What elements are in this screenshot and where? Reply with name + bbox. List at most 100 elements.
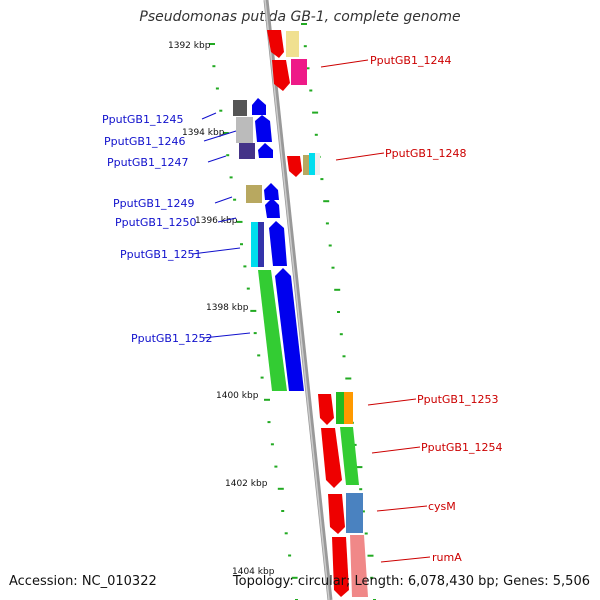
- tick-dot: [364, 532, 368, 535]
- tick-dot: [260, 376, 264, 379]
- tick-dot: [334, 288, 341, 291]
- gene-label-1254[interactable]: PputGB1_1254: [421, 441, 502, 454]
- tick-dot: [325, 222, 329, 225]
- gene-arrow-1247[interactable]: [258, 143, 273, 158]
- gene-label-1248[interactable]: PputGB1_1248: [385, 147, 466, 160]
- tick-dot: [274, 465, 278, 468]
- gene-arrow-1250[interactable]: [265, 198, 280, 218]
- gene-bar-1247[interactable]: [239, 143, 255, 159]
- tick-dot: [291, 576, 298, 579]
- tick-dot: [229, 176, 233, 179]
- gene-arrow-ruma[interactable]: [332, 537, 349, 597]
- gene-bar-cysm[interactable]: [346, 493, 363, 533]
- tick-label-1402: 1402 kbp: [225, 479, 268, 489]
- gene-label-1245[interactable]: PputGB1_1245: [102, 113, 183, 126]
- page-title: Pseudomonas putida GB-1, complete genome: [139, 9, 461, 25]
- tick-dot: [250, 309, 257, 312]
- tick-dot: [356, 466, 363, 469]
- gene-label-ruma[interactable]: rumA: [432, 551, 462, 564]
- tick-dot: [337, 311, 340, 313]
- tick-dot: [209, 43, 215, 45]
- tick-dot: [284, 532, 288, 535]
- tick-dot: [323, 200, 330, 203]
- labels-forward: PputGB1_1245 PputGB1_1246 PputGB1_1247 P…: [102, 113, 212, 345]
- tick-dot: [303, 45, 307, 48]
- tick-dot: [264, 398, 270, 401]
- tick-dot: [353, 443, 357, 446]
- tick-dot: [339, 333, 343, 336]
- labels-reverse: PputGB1_1244 PputGB1_1248 PputGB1_1253 P…: [370, 54, 502, 564]
- gene-bar-1246[interactable]: [236, 117, 253, 143]
- gene-label-1253[interactable]: PputGB1_1253: [417, 393, 498, 406]
- gene-label-1251[interactable]: PputGB1_1251: [120, 248, 201, 261]
- tick-dot: [367, 554, 374, 557]
- gene-bar-1244b[interactable]: [291, 59, 307, 85]
- gene-arrow-1245[interactable]: [252, 98, 266, 115]
- genome-axis: [263, 0, 333, 600]
- tick-label-1396: 1396 kbp: [195, 216, 238, 226]
- tick-dot: [226, 154, 230, 157]
- gene-arrow-1253[interactable]: [318, 394, 334, 425]
- tick-dot: [306, 67, 310, 70]
- tick-label-1400: 1400 kbp: [216, 391, 259, 401]
- gene-arrow-1252[interactable]: [275, 268, 304, 391]
- gene-arrow-1248[interactable]: [287, 156, 302, 177]
- gene-bar-1244a[interactable]: [286, 31, 299, 57]
- gene-bar-1245[interactable]: [233, 100, 247, 116]
- tick-dot: [314, 133, 318, 136]
- tick-label-1398: 1398 kbp: [206, 303, 249, 313]
- gene-bar-1254[interactable]: [340, 427, 359, 485]
- tick-dot: [270, 443, 274, 446]
- gene-label-1252[interactable]: PputGB1_1252: [131, 332, 212, 345]
- tick-dot: [301, 23, 307, 25]
- tick-dot: [309, 89, 313, 92]
- gene-label-1246[interactable]: PputGB1_1246: [104, 135, 185, 148]
- gene-bar-1251a[interactable]: [251, 222, 258, 267]
- gene-label-cysm[interactable]: cysM: [428, 500, 456, 513]
- tick-dot: [361, 510, 365, 513]
- tick-dot: [215, 87, 219, 90]
- gene-bar-1253b[interactable]: [344, 392, 353, 424]
- gene-bar-1248b[interactable]: [309, 153, 315, 175]
- gene-label-1244[interactable]: PputGB1_1244: [370, 54, 451, 67]
- genome-axis-highlight: [264, 0, 330, 600]
- tick-dot: [267, 421, 271, 424]
- gene-bar-1248c[interactable]: [315, 153, 320, 175]
- gene-label-1247[interactable]: PputGB1_1247: [107, 156, 188, 169]
- tick-labels: 1392 kbp 1394 kbp 1396 kbp 1398 kbp 1400…: [168, 41, 275, 577]
- gene-label-1250[interactable]: PputGB1_1250: [115, 216, 196, 229]
- tick-dot: [212, 65, 216, 68]
- gene-bar-1248a[interactable]: [303, 155, 309, 175]
- gene-arrow-1254[interactable]: [321, 428, 342, 488]
- gene-bar-1249[interactable]: [246, 185, 262, 203]
- tick-dot: [253, 332, 257, 335]
- tick-label-1404: 1404 kbp: [232, 567, 275, 577]
- gene-bar-1252[interactable]: [258, 270, 287, 391]
- gene-arrow-1246[interactable]: [255, 115, 272, 142]
- tick-dot: [222, 132, 229, 134]
- tick-dot: [345, 377, 352, 380]
- tick-dot: [328, 244, 332, 247]
- tick-label-1392: 1392 kbp: [168, 41, 211, 51]
- tick-dot: [257, 354, 261, 357]
- tick-dot: [243, 265, 247, 268]
- tick-dot: [359, 488, 363, 491]
- tick-dot: [233, 198, 237, 201]
- gene-arrow-1249[interactable]: [264, 183, 279, 200]
- gene-label-1249[interactable]: PputGB1_1249: [113, 197, 194, 210]
- genome-summary-text: Topology: circular; Length: 6,078,430 bp…: [232, 574, 590, 589]
- tick-dot: [331, 266, 335, 269]
- gene-arrow-1244a[interactable]: [267, 30, 284, 58]
- gene-bar-ruma[interactable]: [350, 535, 368, 597]
- gene-arrow-cysm[interactable]: [328, 494, 345, 534]
- tick-dot: [288, 554, 292, 557]
- gene-bar-1251b[interactable]: [258, 222, 264, 267]
- tick-dot: [219, 109, 223, 112]
- reverse-strand-genes: [267, 30, 368, 597]
- tick-dot: [312, 111, 319, 114]
- gene-bar-1253a[interactable]: [336, 392, 345, 424]
- gene-arrow-1251[interactable]: [269, 221, 287, 266]
- gene-arrow-1244b[interactable]: [272, 60, 290, 91]
